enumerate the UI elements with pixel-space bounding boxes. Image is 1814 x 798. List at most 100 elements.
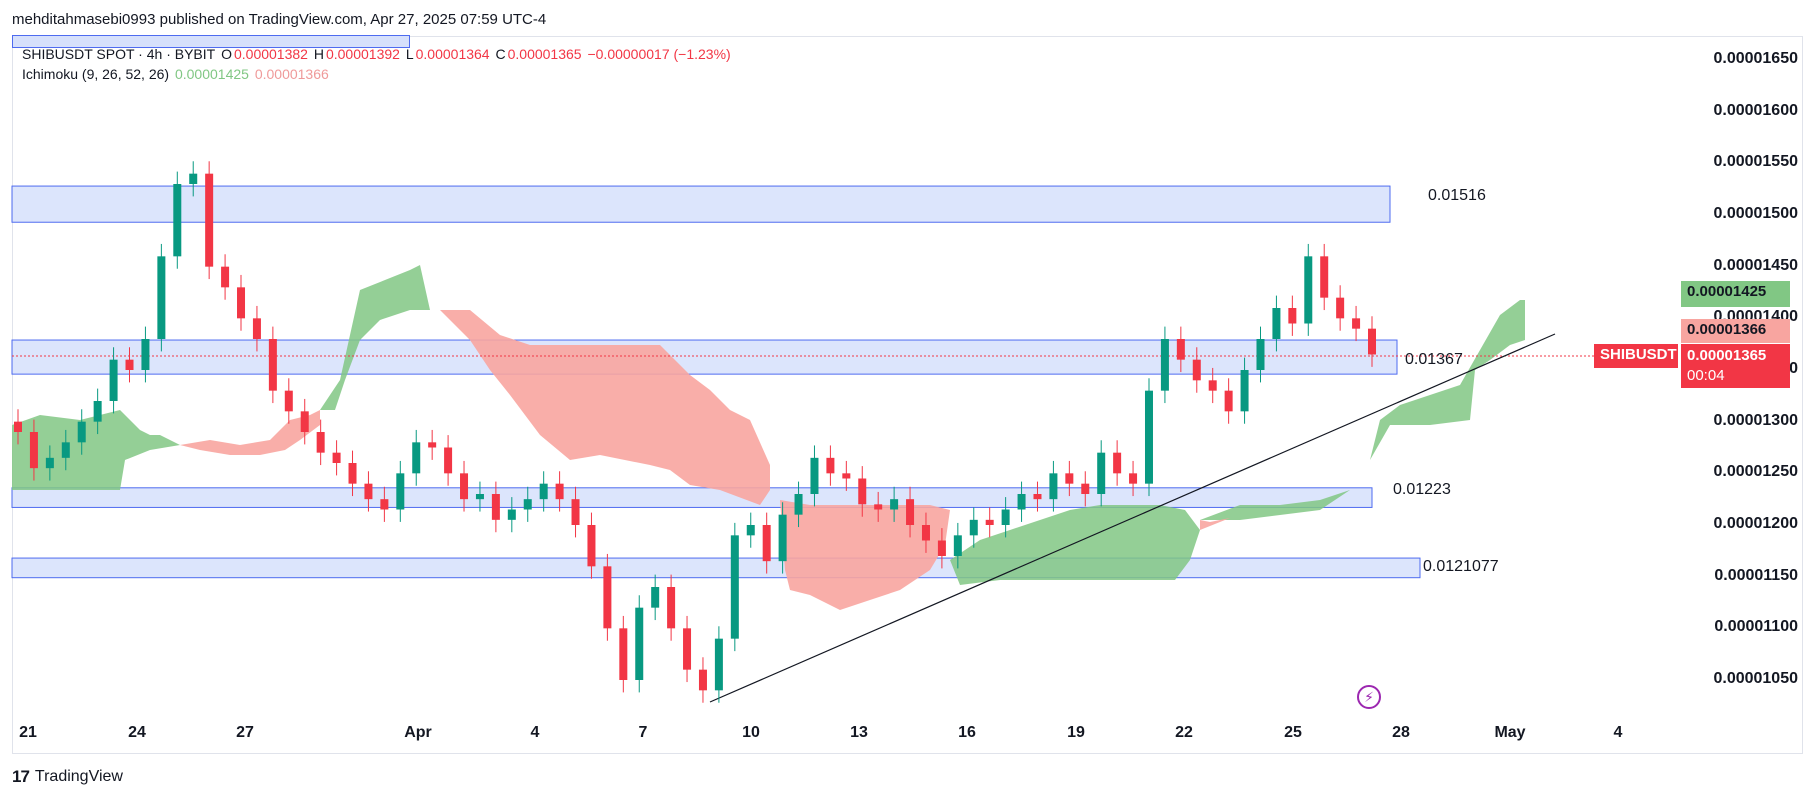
symbol-line: SHIBUSDT SPOT · 4h · BYBIT	[22, 46, 216, 62]
candle-body	[937, 540, 946, 556]
candle-body	[507, 509, 516, 520]
candle-body	[189, 173, 198, 184]
price-axis-tick: 0.00001300	[1713, 411, 1798, 429]
candle-body	[77, 421, 86, 443]
candle-body	[1272, 308, 1281, 339]
candle-body	[1288, 308, 1297, 324]
candle	[1320, 243, 1329, 311]
candle-body	[332, 452, 341, 463]
candle-body	[555, 483, 564, 500]
change-value: −0.00000017 (−1.23%)	[587, 46, 731, 62]
candle	[1033, 481, 1042, 512]
candle-body	[268, 339, 277, 391]
price-axis-tick: 0.00001150	[1714, 566, 1798, 584]
chart-pane[interactable]	[12, 36, 1803, 754]
time-axis-tick: 13	[850, 724, 868, 741]
candle-body	[1368, 328, 1376, 355]
candle	[237, 274, 246, 331]
indicator-value-1: 0.00001425	[174, 66, 249, 82]
open-value: 0.00001382	[233, 46, 308, 62]
candle-body	[810, 457, 819, 494]
candle-body	[1336, 297, 1345, 319]
cloud-segment-red	[440, 310, 770, 505]
candle-body	[921, 525, 930, 541]
candle-body	[1304, 256, 1313, 324]
lightning-icon[interactable]: ⚡	[1357, 685, 1381, 709]
candle	[953, 522, 962, 569]
candle	[1144, 378, 1153, 497]
time-axis-tick: 22	[1175, 724, 1193, 741]
candle	[93, 388, 102, 435]
candle	[284, 378, 293, 424]
candle-body	[1176, 339, 1185, 360]
low-label: L	[405, 46, 414, 62]
high-label: H	[313, 46, 324, 62]
candle-body	[1144, 390, 1153, 484]
price-axis-tick: 0.00001600	[1713, 101, 1798, 119]
candle-body	[348, 463, 357, 484]
candle	[1224, 378, 1233, 424]
candle-body	[651, 587, 660, 608]
candle	[1336, 285, 1345, 331]
candle	[1001, 497, 1010, 538]
time-axis-tick: 4	[1613, 724, 1623, 741]
candle	[364, 471, 373, 512]
candle-body	[874, 504, 883, 510]
ohlc-legend[interactable]: SHIBUSDT SPOT · 4h · BYBIT O 0.00001382 H…	[22, 46, 733, 62]
candle	[29, 419, 38, 481]
candle-body	[444, 447, 453, 474]
candle	[109, 347, 118, 414]
candle	[921, 512, 930, 553]
candle-body	[45, 457, 54, 469]
candle	[125, 347, 134, 383]
candle	[507, 497, 516, 533]
candlestick-series	[14, 161, 1376, 703]
time-axis-tick: May	[1494, 724, 1526, 741]
candle-body	[730, 535, 739, 639]
candle-body	[826, 457, 835, 474]
candle	[1017, 481, 1026, 522]
candle-body	[237, 287, 246, 319]
price-axis-tick: 0.00001450	[1713, 256, 1798, 274]
candle	[1129, 460, 1138, 497]
high-value: 0.00001392	[325, 46, 400, 62]
candle-body	[412, 442, 421, 474]
candle-body	[635, 607, 644, 680]
price-zone-box	[11, 339, 1398, 375]
candle-body	[619, 628, 628, 680]
candle	[619, 615, 628, 693]
candle-body	[396, 473, 405, 510]
candle	[1065, 460, 1074, 497]
tradingview-logo: 17 TradingView	[12, 767, 123, 787]
candle-body	[316, 432, 325, 453]
candle-body	[491, 494, 500, 520]
candle	[985, 507, 994, 538]
candle-body	[125, 359, 134, 370]
candle-body	[1049, 473, 1058, 500]
time-axis-tick: 21	[19, 724, 37, 741]
indicator-value-2: 0.00001366	[254, 66, 329, 82]
candle-body	[762, 525, 771, 562]
candle	[555, 471, 564, 512]
candle-body	[969, 519, 978, 536]
candle	[491, 481, 500, 533]
candle-body	[1352, 318, 1361, 329]
candle	[1240, 357, 1249, 424]
candle	[874, 491, 883, 522]
candle-body	[683, 628, 692, 670]
candle-body	[1129, 473, 1138, 484]
candle	[444, 435, 453, 486]
tenkan-price-tag: 0.00001425	[1681, 281, 1790, 307]
candle-body	[953, 535, 962, 556]
time-axis-tick: 16	[958, 724, 976, 741]
candle	[221, 254, 230, 300]
ichimoku-legend[interactable]: Ichimoku (9, 26, 52, 26) 0.00001425 0.00…	[22, 66, 331, 82]
candle	[539, 471, 548, 512]
candle	[1368, 316, 1376, 367]
candle	[969, 507, 978, 548]
candle	[173, 171, 182, 269]
candle	[778, 502, 787, 574]
candle	[189, 161, 198, 197]
time-axis-tick: 24	[128, 724, 146, 741]
